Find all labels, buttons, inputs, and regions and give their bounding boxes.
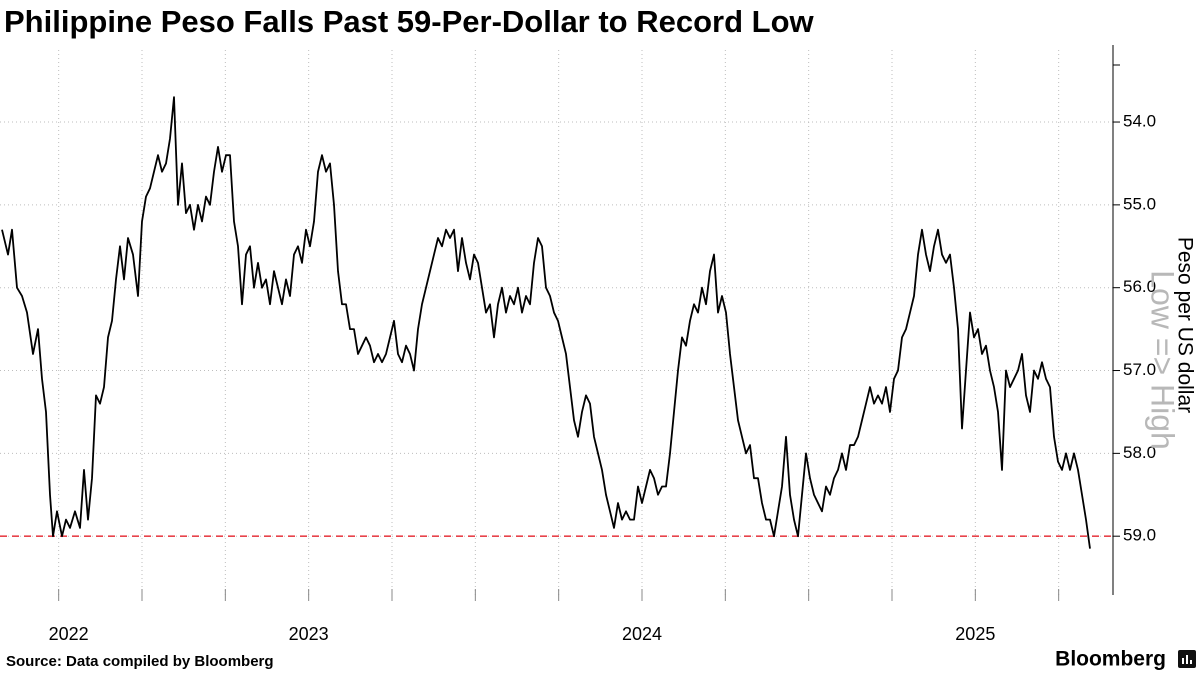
y-axis-label: Peso per US dollar xyxy=(1173,237,1196,413)
chart-title: Philippine Peso Falls Past 59-Per-Dollar… xyxy=(4,4,815,39)
x-tick-label: 2022 xyxy=(49,624,89,644)
x-tick-label: 2023 xyxy=(289,624,329,644)
source-note: Source: Data compiled by Bloomberg xyxy=(6,653,274,670)
brand-icon-bar xyxy=(1186,655,1188,664)
y-tick-label: 57.0 xyxy=(1123,360,1156,379)
axis-annotation: Low => High xyxy=(1145,270,1181,450)
price-line xyxy=(1,96,1091,549)
y-tick-label: 58.0 xyxy=(1123,443,1156,462)
y-tick-label: 59.0 xyxy=(1123,526,1156,545)
brand-icon-bar xyxy=(1182,658,1184,664)
plot-area: 54.0 55.0 56.0 57.0 58.0 59.0 2022 2023 2024 2025 xyxy=(0,45,1156,644)
brand-logo: Bloomberg xyxy=(1055,648,1166,671)
brand-icon-bar xyxy=(1190,660,1192,664)
x-tick-label: 2025 xyxy=(955,624,995,644)
x-tick-label: 2024 xyxy=(622,624,662,644)
y-tick-label: 55.0 xyxy=(1123,194,1156,213)
y-tick-label: 56.0 xyxy=(1123,277,1156,296)
y-tick-label: 54.0 xyxy=(1123,112,1156,131)
